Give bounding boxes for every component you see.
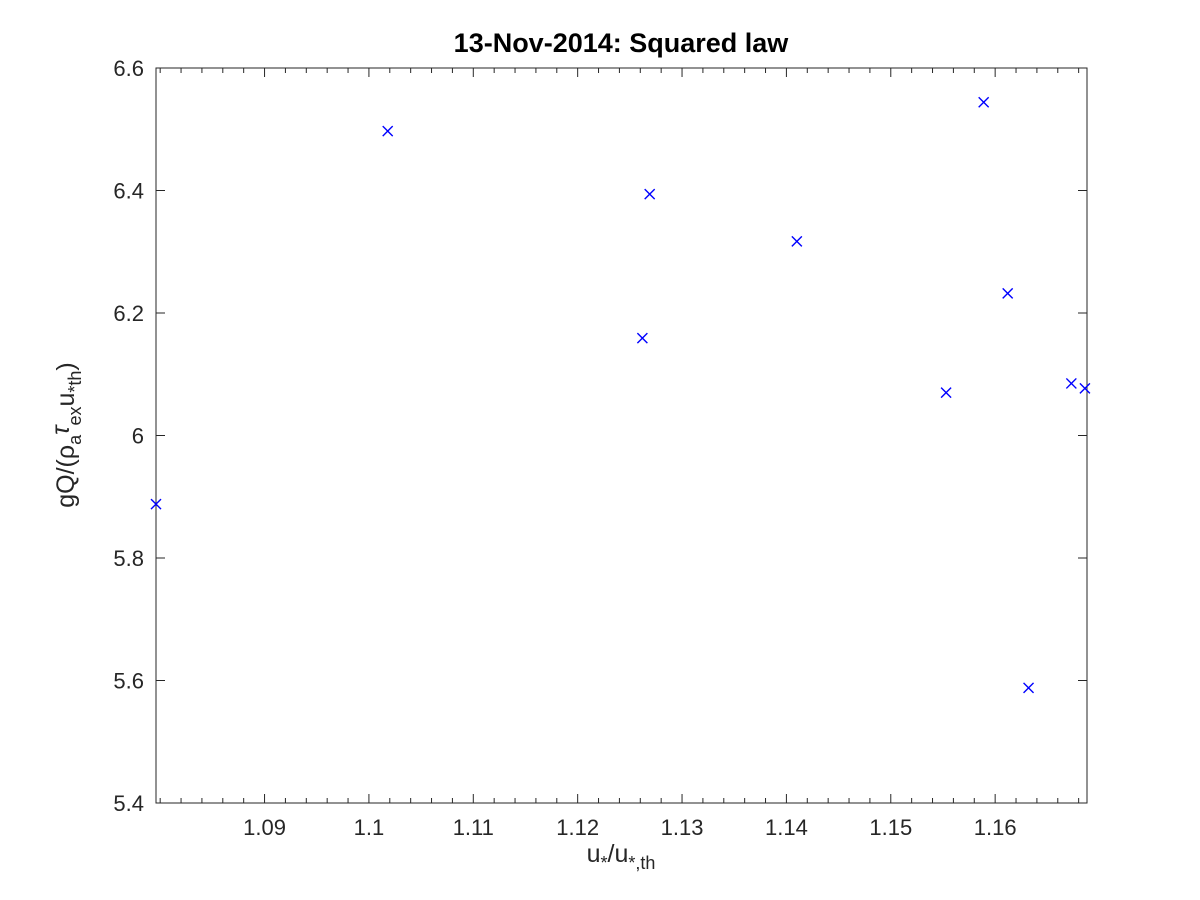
x-axis-label-main: u — [587, 840, 601, 868]
data-point — [382, 125, 394, 137]
x-tick-label: 1.11 — [453, 815, 494, 840]
x-tick-label: 1.12 — [556, 815, 599, 840]
x-tick-label: 1.1 — [354, 815, 385, 840]
x-tick-label: 1.09 — [243, 815, 286, 840]
y-tick-label: 5.4 — [113, 791, 144, 816]
y-tick-labels: 5.4 5.6 5.8 6 6.2 6.4 6.6 — [113, 56, 144, 816]
marker-stroke — [1002, 287, 1014, 299]
y-axis-label-u: u — [52, 393, 80, 407]
x-axis-label-sub1: * — [601, 853, 608, 873]
marker-stroke — [791, 235, 803, 247]
y-tick-label: 6.2 — [113, 301, 144, 326]
data-point — [644, 188, 656, 200]
y-tick-label: 6.6 — [113, 56, 144, 81]
data-point — [1065, 377, 1077, 389]
y-axis-label-sub-a: a — [65, 434, 85, 445]
x-tick-labels: 1.09 1.1 1.11 1.12 1.13 1.14 1.15 1.16 — [243, 815, 1016, 840]
data-point — [1002, 287, 1014, 299]
y-axis-label-pre: gQ/( — [52, 458, 80, 507]
y-axis-label-post: ) — [52, 362, 80, 370]
minor-ticks — [159, 68, 1080, 803]
marker-stroke — [1023, 682, 1035, 694]
data-point — [940, 387, 952, 399]
data-point — [791, 235, 803, 247]
marker-stroke — [978, 96, 990, 108]
y-axis-label-sub-th: *th — [65, 371, 85, 393]
y-tick-label: 5.8 — [113, 546, 144, 571]
y-axis-label: gQ/(ρaτexu*th) — [47, 362, 85, 508]
plot-background — [156, 68, 1087, 803]
y-axis-label-tau: τ — [47, 424, 75, 435]
y-axis-label-rho: ρ — [52, 445, 80, 459]
x-tick-label: 1.16 — [974, 815, 1017, 840]
plot-frame — [155, 67, 1088, 804]
marker-stroke — [150, 498, 162, 510]
y-tick-label: 6.4 — [113, 179, 144, 204]
data-point — [636, 332, 648, 344]
data-markers — [150, 96, 1091, 694]
data-point — [150, 498, 162, 510]
y-tick-label: 6 — [132, 424, 144, 449]
marker-stroke — [940, 387, 952, 399]
data-point — [1023, 682, 1035, 694]
marker-stroke — [644, 188, 656, 200]
marker-stroke — [1065, 377, 1077, 389]
data-point — [1079, 382, 1091, 394]
x-tick-label: 1.13 — [661, 815, 704, 840]
x-tick-label: 1.15 — [869, 815, 912, 840]
chart-title: 13-Nov-2014: Squared law — [454, 28, 790, 58]
marker-stroke — [382, 125, 394, 137]
x-axis-label-mid: /u — [608, 840, 629, 868]
y-tick-label: 5.6 — [113, 669, 144, 694]
marker-stroke — [636, 332, 648, 344]
x-tick-label: 1.14 — [765, 815, 808, 840]
data-point — [978, 96, 990, 108]
y-axis-label-sub-ex: ex — [65, 407, 85, 426]
x-axis-label: u*/u*,th — [587, 840, 656, 873]
x-axis-label-sub2: *,th — [628, 853, 655, 873]
marker-stroke — [1079, 382, 1091, 394]
